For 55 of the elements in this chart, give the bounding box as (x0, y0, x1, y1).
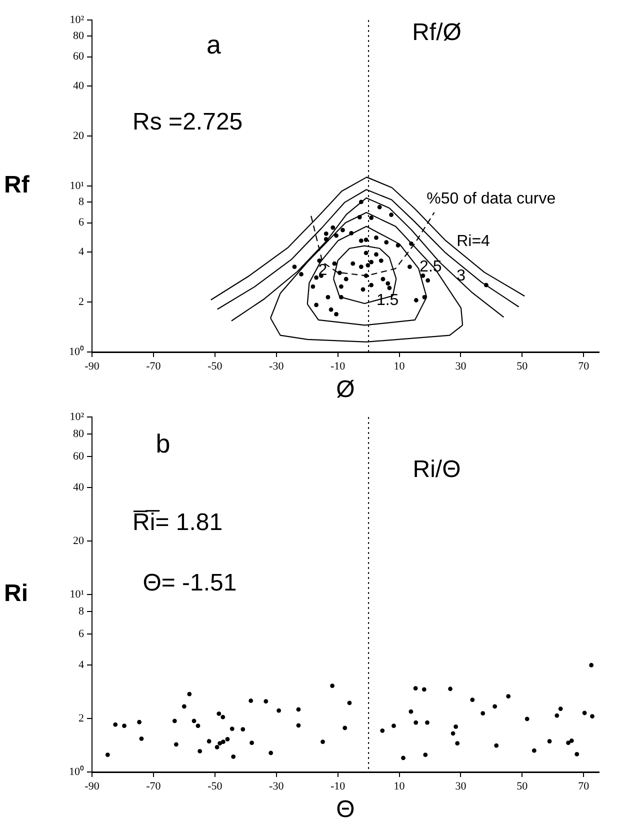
x-tick-label: -90 (84, 360, 100, 372)
x-tick-label: -30 (269, 360, 284, 372)
y-tick-label: 6 (78, 216, 84, 229)
x-tick-label: 30 (455, 780, 467, 792)
annotation: Rs =2.725 (132, 108, 243, 136)
x-tick-label: 50 (516, 360, 528, 372)
annotation: 3 (456, 268, 466, 285)
y-tick-label: 8 (78, 196, 84, 208)
y-tick-label: 10⁰ (69, 344, 84, 358)
y-tick-label: 80 (73, 428, 84, 440)
y-tick-label: 4 (78, 246, 84, 258)
y-tick-label: 40 (73, 482, 84, 494)
y-tick-label: 60 (73, 50, 84, 63)
x-axis-title: Ø (336, 376, 355, 404)
y-axis-title: Rf (4, 172, 30, 199)
y-tick-label: 80 (73, 30, 84, 42)
y-tick-label: 10¹ (70, 588, 84, 600)
x-tick-label: -50 (208, 780, 223, 792)
x-tick-label: 30 (455, 360, 467, 372)
annotation: 1.5 (376, 292, 399, 309)
y-tick-label: 20 (73, 534, 84, 547)
y-tick-label: 10² (70, 410, 85, 423)
x-tick-label: -10 (330, 780, 346, 792)
annotation: a (206, 30, 222, 60)
x-tick-label: 10 (394, 360, 406, 372)
y-axis-title: Ri (4, 580, 28, 608)
y-tick-label: 2 (78, 296, 84, 308)
y-tick-label: 40 (73, 80, 84, 92)
x-tick-label: -90 (84, 780, 100, 792)
y-tick-label: 60 (73, 450, 84, 462)
text: Ri/Θ (412, 456, 461, 483)
y-tick-label: 6 (78, 628, 84, 640)
x-tick-label: -70 (146, 360, 162, 372)
annotation: Ri=4 (456, 233, 490, 250)
x-tick-label: -10 (330, 360, 346, 372)
x-tick-label: -50 (208, 360, 223, 372)
y-tick-label: 20 (73, 130, 84, 142)
y-tick-label: 10⁰ (69, 764, 84, 778)
y-tick-label: 10¹ (70, 180, 84, 192)
y-tick-label: 4 (78, 659, 84, 672)
annotation: R̅i̅= 1.81 (132, 509, 223, 536)
x-tick-label: -30 (269, 780, 284, 792)
x-tick-label: 50 (516, 780, 528, 792)
annotation: b (156, 428, 170, 459)
x-tick-label: 70 (578, 780, 590, 792)
x-axis-title: Θ (336, 796, 355, 824)
annotation: Θ= -1.51 (142, 569, 237, 596)
y-tick-label: 10² (70, 14, 85, 26)
annotation: %50 of data curve (426, 190, 556, 208)
chart-title: Rf/Ø (412, 18, 462, 46)
x-tick-label: 10 (394, 780, 406, 792)
x-tick-label: 70 (578, 360, 590, 372)
x-tick-label: -70 (146, 780, 162, 792)
y-tick-label: 2 (78, 712, 84, 724)
y-tick-label: 8 (78, 606, 84, 618)
